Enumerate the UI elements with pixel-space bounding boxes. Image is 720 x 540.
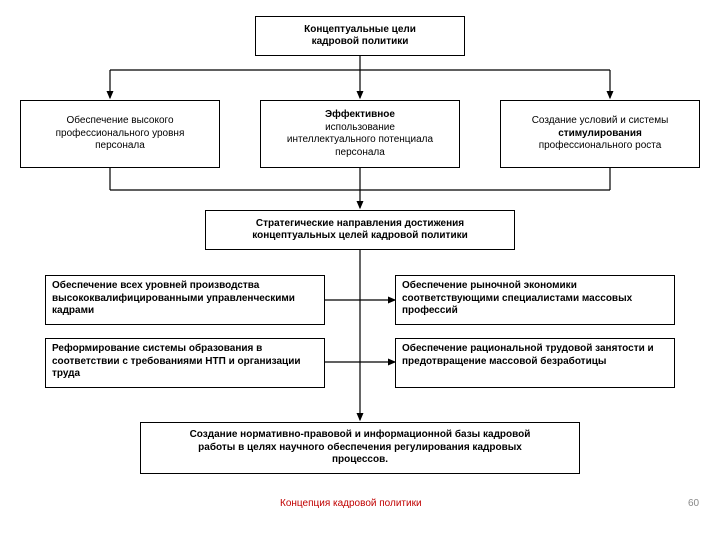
goal2-l2: использование	[325, 122, 395, 135]
bottom-box: Создание нормативно-правовой и информаци…	[140, 422, 580, 474]
goal3-l3: профессионального роста	[539, 140, 662, 153]
dir4-text: Обеспечение рациональной трудовой занято…	[402, 343, 654, 367]
bottom-l3: процессов.	[332, 454, 388, 465]
root-line2: кадровой политики	[312, 36, 409, 47]
goal2-l1: Эффективное	[325, 109, 395, 120]
strategic-box: Стратегические направления достижения ко…	[205, 210, 515, 250]
caption: Концепция кадровой политики	[280, 498, 422, 509]
dir2-box: Обеспечение рыночной экономики соответст…	[395, 275, 675, 325]
goal3-box: Создание условий и системы стимулировани…	[500, 100, 700, 168]
dir3-box: Реформирование системы образования в соо…	[45, 338, 325, 388]
goal2-box: Эффективное использование интеллектуальн…	[260, 100, 460, 168]
goal3-l2: стимулирования	[558, 128, 642, 139]
strategic-l1: Стратегические направления достижения	[256, 218, 464, 229]
goal2-l3: интеллектуального потенциала	[287, 134, 433, 147]
dir4-box: Обеспечение рациональной трудовой занято…	[395, 338, 675, 388]
strategic-l2: концептуальных целей кадровой политики	[252, 230, 468, 241]
goal1-l3: персонала	[95, 140, 145, 153]
dir2-text: Обеспечение рыночной экономики соответст…	[402, 280, 632, 316]
dir1-box: Обеспечение всех уровней производства вы…	[45, 275, 325, 325]
goal1-l2: профессионального уровня	[56, 128, 185, 141]
bottom-l2: работы в целях научного обеспечения регу…	[198, 442, 522, 453]
dir3-text: Реформирование системы образования в соо…	[52, 343, 301, 379]
goal1-box: Обеспечение высокого профессионального у…	[20, 100, 220, 168]
page-number: 60	[688, 498, 699, 509]
goal1-l1: Обеспечение высокого	[66, 115, 173, 128]
dir1-text: Обеспечение всех уровней производства вы…	[52, 280, 295, 316]
goal2-l4: персонала	[335, 147, 385, 160]
goal3-l1: Создание условий и системы	[532, 115, 669, 128]
bottom-l1: Создание нормативно-правовой и информаци…	[190, 429, 531, 440]
root-box: Концептуальные цели кадровой политики	[255, 16, 465, 56]
root-line1: Концептуальные цели	[304, 24, 416, 35]
